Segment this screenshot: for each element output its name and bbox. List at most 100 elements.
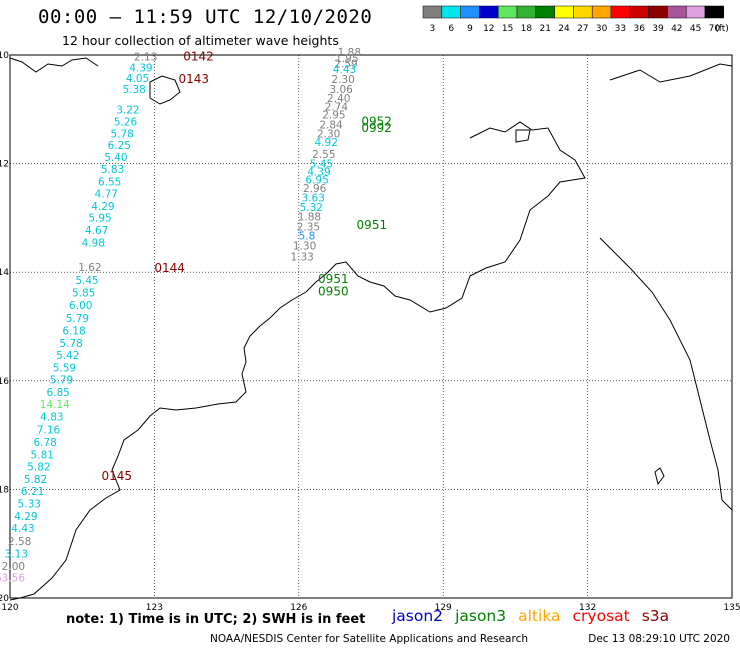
color-scale: 3 6 9 12 15 18 21 24 27 30 33 36 39 42 45 70(ft): [422, 5, 729, 34]
footer: NOAA/NESDIS Center for Satellite Applica…: [210, 633, 730, 645]
swh-value: 2.58: [8, 536, 31, 548]
lat-tick-label: -18: [0, 485, 9, 495]
mission-cryosat: cryosat: [572, 607, 630, 625]
swh-value: 5.45: [310, 158, 333, 170]
pass-number: 0952: [361, 115, 392, 129]
swh-value: 4.39: [129, 62, 152, 74]
mission-legend: jason2 jason3 altika cryosat s3a: [392, 607, 681, 625]
swh-value: 63.56: [0, 573, 25, 585]
swh-value: 6.95: [305, 175, 328, 187]
pass-number: 0992: [361, 121, 392, 135]
swh-value: 2.55: [312, 149, 335, 161]
swh-value: 5.33: [18, 498, 41, 510]
swh-value: 4.29: [91, 201, 114, 213]
lon-tick-label: 126: [290, 603, 307, 613]
scale-label: 9: [467, 24, 473, 34]
swh-value: 1.30: [293, 240, 316, 252]
swh-value: 2.96: [303, 183, 327, 195]
map-subtitle: 12 hour collection of altimeter wave hei…: [62, 33, 339, 48]
swh-value: 5.85: [72, 288, 95, 300]
swh-value: 2.30: [331, 74, 354, 86]
swh-value: 2.40: [327, 93, 350, 105]
swh-value: 5.83: [101, 164, 124, 176]
scale-label: 42: [671, 24, 682, 34]
swh-value: 5.82: [24, 474, 47, 486]
lat-tick-label: -14: [0, 268, 9, 278]
note: note: 1) Time is in UTC; 2) SWH is in fe…: [66, 612, 366, 627]
swh-value: 3.06: [329, 84, 353, 96]
scale-label: 30: [596, 24, 608, 34]
pass-number: 0143: [178, 72, 209, 86]
lat-tick-label: -16: [0, 377, 9, 387]
scale-label: 12: [483, 24, 494, 34]
swh-value: 6.55: [98, 176, 121, 188]
swh-value: 2.95: [322, 110, 345, 122]
scale-label: 27: [577, 24, 588, 34]
scale-label: 3: [430, 24, 436, 34]
swh-value: 4.05: [126, 73, 149, 85]
pass-number: 0950: [318, 285, 349, 299]
swh-value: 1.88: [338, 47, 361, 59]
swh-value: 6.00: [69, 300, 92, 312]
coastline-sumba: [149, 75, 181, 105]
swh-value: 5.78: [59, 338, 82, 350]
coastline-northeast: [609, 63, 733, 83]
swh-value: 5.45: [75, 275, 98, 287]
footer-timestamp: Dec 13 08:29:10 UTC 2020: [588, 633, 730, 645]
swh-value: 2.00: [2, 561, 25, 573]
swh-value: 1.33: [290, 251, 313, 263]
pass-number: 0144: [154, 261, 185, 275]
lat-tick-label: -12: [0, 160, 9, 170]
swh-value: 5.79: [66, 313, 89, 325]
swh-value: 5.32: [300, 202, 323, 214]
scale-label: 15: [502, 24, 513, 34]
map-title: 00:00 – 11:59 UTC 12/10/2020: [38, 6, 373, 28]
coastline-gulf: [599, 237, 733, 511]
pass-number: 0145: [101, 469, 132, 483]
swh-value: 3.63: [302, 193, 325, 205]
scale-swatch-70: [704, 5, 725, 19]
scale-label: 36: [633, 24, 645, 34]
swh-value: 2.30: [317, 129, 340, 141]
pass-number: 0951: [318, 272, 349, 286]
lat-tick-label: -20: [0, 594, 9, 604]
swh-value: 2.35: [297, 221, 320, 233]
swh-value: 5.26: [114, 117, 138, 129]
scale-label: 24: [558, 24, 570, 34]
swh-value: 5.42: [56, 350, 79, 362]
swh-value: 4.98: [82, 238, 105, 250]
swh-value: 5.8: [299, 231, 316, 243]
pass-number: 0951: [357, 218, 388, 232]
swh-value: 5.81: [31, 449, 54, 461]
swh-value: 4.83: [40, 411, 63, 423]
scale-label: 39: [652, 24, 664, 34]
swh-value: 4.77: [95, 188, 118, 200]
swh-value: 4.29: [14, 511, 37, 523]
swh-value: 14.14: [40, 399, 70, 411]
coastline-timor-west: [9, 57, 99, 73]
swh-value: 2.84: [319, 119, 343, 131]
scale-label: 18: [521, 24, 533, 34]
swh-value: 2.59: [334, 58, 357, 70]
swh-value: 6.25: [108, 140, 131, 152]
scale-label: 6: [448, 24, 454, 34]
mission-altika: altika: [518, 607, 561, 625]
scale-unit: (ft): [715, 24, 729, 34]
lon-tick-label: 129: [435, 603, 452, 613]
mission-jason3: jason3: [455, 607, 507, 625]
swh-value: 5.59: [53, 363, 76, 375]
swh-value: 1.88: [298, 212, 321, 224]
swh-value: 4.43: [333, 64, 356, 76]
mission-s3a: s3a: [641, 607, 670, 625]
scale-label: 21: [539, 24, 550, 34]
pass-number: 0142: [183, 49, 214, 63]
lon-tick-label: 123: [146, 603, 163, 613]
coastline: [9, 57, 733, 601]
swh-value: 5.95: [88, 213, 111, 225]
swh-value: 4.67: [85, 225, 108, 237]
swh-value: 4.39: [307, 167, 330, 179]
swh-value: 1.62: [78, 262, 101, 274]
swh-value: 6.78: [33, 437, 56, 449]
